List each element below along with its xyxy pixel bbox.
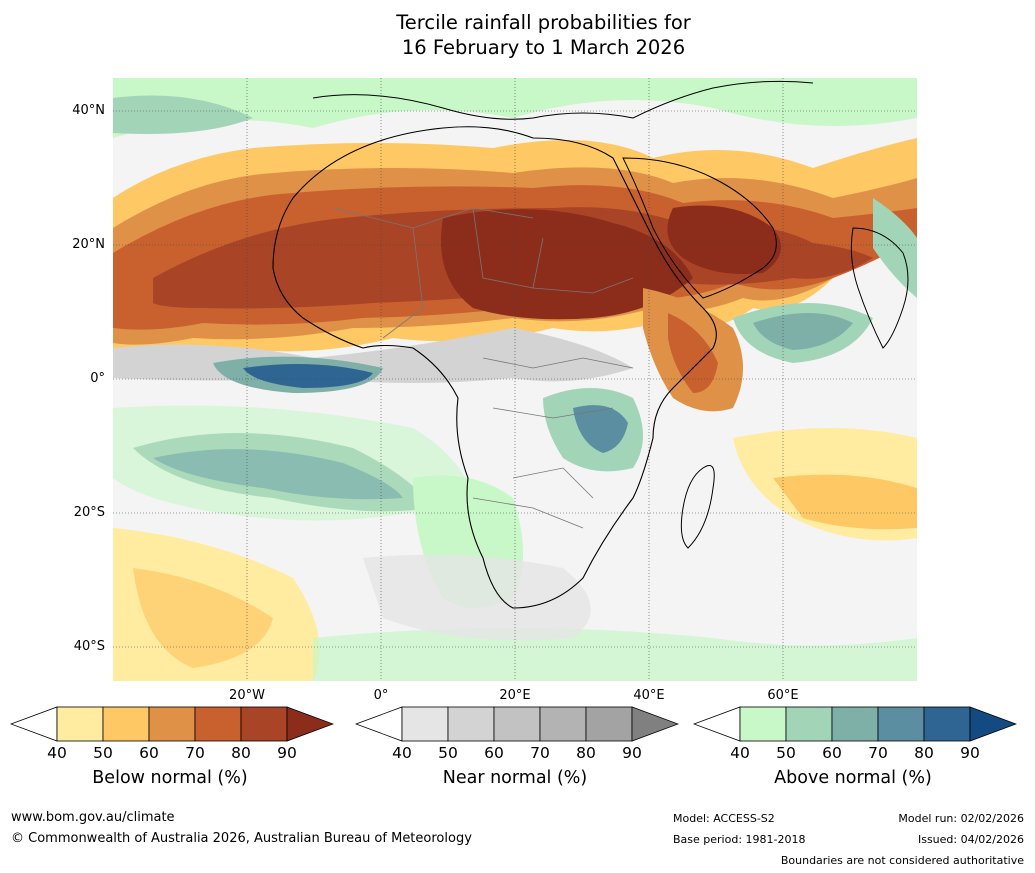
colorbar-segment xyxy=(56,706,104,742)
lon-label-0: 0° xyxy=(373,688,389,703)
colorbar-tick-label: 70 xyxy=(185,744,205,762)
colorbar-segment xyxy=(923,706,971,742)
model-run-text: Model run: 02/02/2026 xyxy=(898,812,1024,825)
colorbar-tick-label: 80 xyxy=(576,744,596,762)
title-line-1: Tercile rainfall probabilities for xyxy=(396,11,691,34)
colorbar-svg xyxy=(692,706,1018,742)
colorbar-tick-label: 60 xyxy=(139,744,159,762)
colorbar-tick-label: 60 xyxy=(822,744,842,762)
colorbar-max-extend xyxy=(969,706,1018,742)
colorbar-tick-label: 90 xyxy=(622,744,642,762)
colorbar-tick-label: 40 xyxy=(47,744,67,762)
colorbar-segment xyxy=(739,706,787,742)
map-title: Tercile rainfall probabilities for 16 Fe… xyxy=(0,10,1035,60)
colorbar-tick-label: 40 xyxy=(392,744,412,762)
colorbar-tick-label: 90 xyxy=(277,744,297,762)
lat-label-40s: 40°S xyxy=(73,639,105,654)
colorbar-tick-label: 60 xyxy=(484,744,504,762)
near-normal-colorbar xyxy=(354,706,680,746)
colorbar-segment xyxy=(877,706,925,742)
colorbar-max-extend xyxy=(631,706,680,742)
colorbar-segment xyxy=(493,706,541,742)
colorbar-segment xyxy=(785,706,833,742)
lat-label-20s: 20°S xyxy=(73,505,105,520)
lon-label-20w: 20°W xyxy=(229,688,265,703)
colorbar-segment xyxy=(539,706,587,742)
colorbar-tick-label: 70 xyxy=(530,744,550,762)
colorbar-tick-label: 40 xyxy=(730,744,750,762)
lon-label-60e: 60°E xyxy=(767,688,799,703)
colorbar-svg xyxy=(9,706,335,742)
lon-label-40e: 40°E xyxy=(633,688,665,703)
colorbar-min-extend xyxy=(692,706,741,742)
colorbar-max-extend xyxy=(286,706,335,742)
lat-label-20n: 20°N xyxy=(72,237,105,252)
lat-label-0: 0° xyxy=(90,371,105,386)
base-period-text: Base period: 1981-2018 xyxy=(673,833,806,846)
map-svg xyxy=(113,78,917,681)
colorbar-tick-label: 80 xyxy=(914,744,934,762)
issued-text: Issued: 04/02/2026 xyxy=(917,833,1024,846)
colorbar-min-extend xyxy=(354,706,403,742)
colorbar-min-extend xyxy=(9,706,58,742)
above-normal-title: Above normal (%) xyxy=(774,768,932,788)
below-normal-title: Below normal (%) xyxy=(92,768,248,788)
below-normal-colorbar xyxy=(9,706,335,746)
colorbar-segment xyxy=(194,706,242,742)
colorbar-segment xyxy=(240,706,288,742)
title-line-2: 16 February to 1 March 2026 xyxy=(401,36,686,59)
website-link[interactable]: www.bom.gov.au/climate xyxy=(11,810,175,825)
colorbar-tick-label: 50 xyxy=(438,744,458,762)
colorbar-segment xyxy=(401,706,449,742)
model-text: Model: ACCESS-S2 xyxy=(673,812,775,825)
near-normal-title: Near normal (%) xyxy=(442,768,588,788)
above-normal-colorbar xyxy=(692,706,1018,746)
colorbar-tick-label: 50 xyxy=(776,744,796,762)
colorbar-segment xyxy=(148,706,196,742)
lat-label-40n: 40°N xyxy=(72,103,105,118)
colorbar-segment xyxy=(447,706,495,742)
copyright-text: © Commonwealth of Australia 2026, Austra… xyxy=(11,831,472,846)
colorbar-segment xyxy=(102,706,150,742)
colorbar-tick-label: 70 xyxy=(868,744,888,762)
colorbar-tick-label: 80 xyxy=(231,744,251,762)
lon-label-20e: 20°E xyxy=(499,688,531,703)
colorbar-tick-label: 90 xyxy=(960,744,980,762)
rainfall-probability-map xyxy=(113,78,917,681)
colorbar-segment xyxy=(585,706,633,742)
colorbar-svg xyxy=(354,706,680,742)
colorbar-tick-label: 50 xyxy=(93,744,113,762)
colorbar-segment xyxy=(831,706,879,742)
disclaimer-text: Boundaries are not considered authoritat… xyxy=(780,854,1024,867)
